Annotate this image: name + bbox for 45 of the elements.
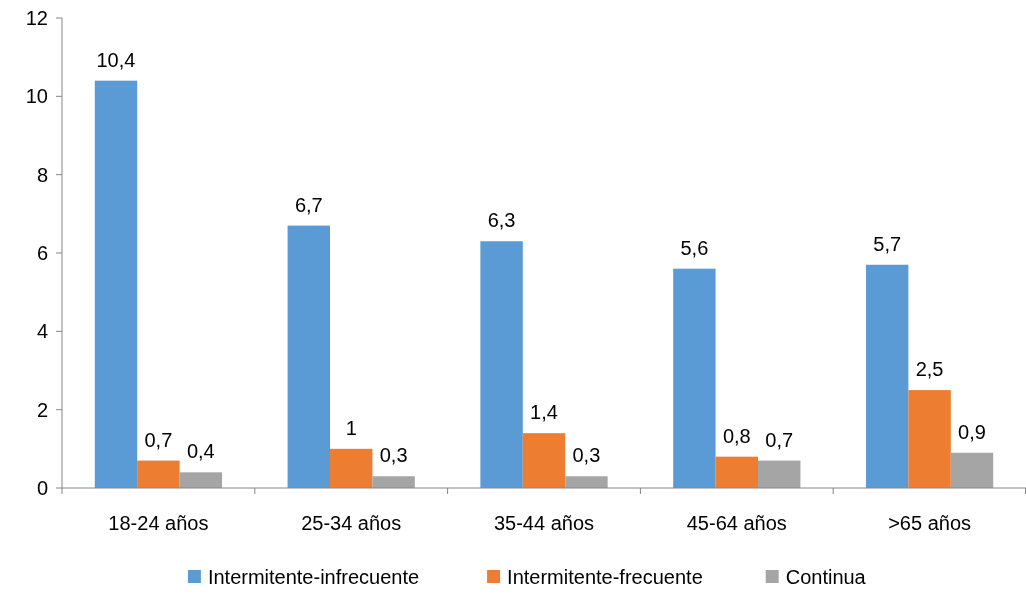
x-tick-label: 25-34 años — [301, 512, 402, 534]
legend-label: Intermitente-infrecuente — [207, 566, 420, 588]
bar — [865, 264, 909, 488]
data-label: 0,7 — [144, 428, 173, 451]
bar — [950, 452, 994, 488]
data-label: 1,4 — [530, 401, 558, 424]
data-label: 5,7 — [873, 232, 902, 255]
y-tick-label: 0 — [36, 477, 48, 499]
data-label: 0,4 — [186, 440, 215, 463]
bar — [673, 268, 716, 488]
bar — [329, 448, 373, 488]
data-label: 0,9 — [958, 420, 986, 443]
y-tick-label: 4 — [36, 320, 48, 343]
data-label: 1 — [345, 416, 357, 439]
bar — [287, 225, 330, 488]
data-label: 0,3 — [572, 444, 601, 467]
bar — [94, 80, 138, 488]
bar — [480, 241, 523, 488]
data-label: 0,3 — [379, 444, 408, 467]
y-tick-label: 8 — [36, 163, 48, 186]
data-label: 0,7 — [765, 428, 794, 451]
data-label: 6,7 — [294, 193, 323, 216]
legend-label: Intermitente-frecuente — [507, 566, 703, 588]
bar — [137, 460, 180, 488]
x-tick-label: 35-44 años — [493, 512, 595, 534]
bar — [522, 433, 566, 488]
data-label: 2,5 — [915, 358, 944, 381]
data-label: 10,4 — [96, 48, 136, 71]
data-label: 0,8 — [722, 424, 751, 447]
bar — [179, 472, 223, 488]
bar — [372, 476, 415, 488]
data-label: 5,6 — [680, 236, 709, 259]
y-tick-label: 12 — [25, 7, 48, 29]
bar — [565, 476, 608, 488]
y-tick-label: 10 — [25, 85, 48, 108]
x-tick-label: 45-64 años — [686, 512, 787, 534]
x-tick-label: 18-24 años — [108, 512, 209, 534]
bar — [715, 456, 759, 488]
bar — [758, 460, 801, 488]
y-tick-label: 2 — [36, 398, 48, 421]
x-tick-label: >65 años — [888, 512, 972, 534]
legend-label: Continua — [785, 566, 867, 588]
data-label: 6,3 — [487, 209, 516, 232]
bar — [908, 390, 951, 488]
y-tick-label: 6 — [36, 242, 48, 264]
